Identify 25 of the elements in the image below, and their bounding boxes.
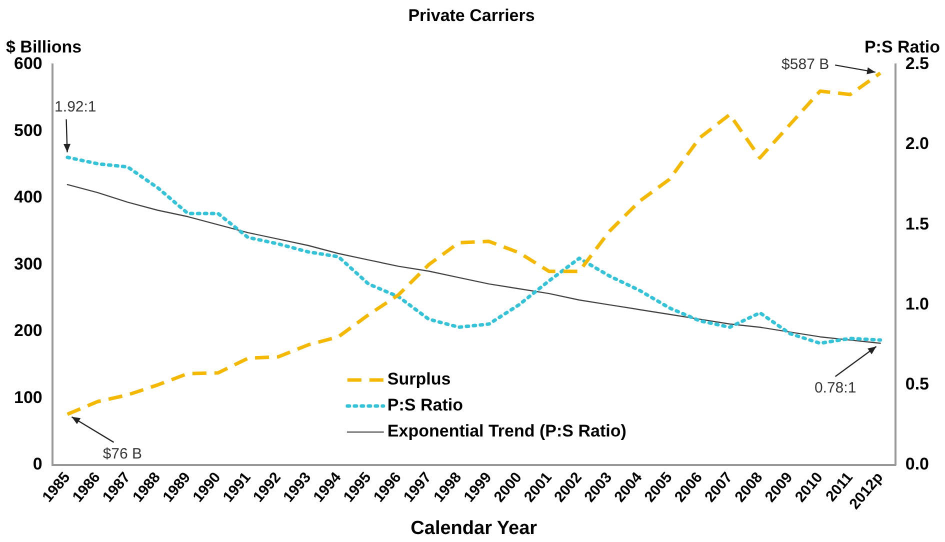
- y-tick-label: 100: [14, 388, 42, 407]
- annotation: 1.92:1: [54, 98, 96, 116]
- legend-label: Exponential Trend (P:S Ratio): [387, 422, 626, 441]
- annotation: $587 B: [782, 56, 830, 74]
- y2-axis-title: P:S Ratio: [864, 38, 940, 57]
- y-tick-label: 500: [14, 120, 42, 140]
- y2-tick-label: 2.0: [905, 134, 930, 154]
- y-tick-label: 200: [14, 321, 42, 340]
- y-tick-label: 400: [14, 188, 42, 207]
- legend-label: Surplus: [387, 370, 451, 389]
- chart-title: Private Carriers: [408, 6, 535, 25]
- y2-tick-label: 2.5: [905, 54, 930, 74]
- y2-tick-label: 1.5: [905, 214, 930, 234]
- line-series: [66, 156, 882, 345]
- y-tick-label: 0: [32, 454, 42, 474]
- y-axis-title: $ Billions: [6, 38, 82, 57]
- y2-tick-label: 0.0: [905, 454, 930, 474]
- y2-tick-label: 1.0: [905, 294, 930, 314]
- annotation: 0.78:1: [814, 380, 856, 397]
- legend-label: P:S Ratio: [387, 396, 463, 415]
- annotation: $76 B: [102, 445, 142, 462]
- y-tick-label: 300: [14, 254, 42, 274]
- x-axis-title: Calendar Year: [410, 518, 538, 539]
- y2-tick-label: 0.5: [905, 374, 930, 394]
- y-tick-label: 600: [14, 54, 42, 74]
